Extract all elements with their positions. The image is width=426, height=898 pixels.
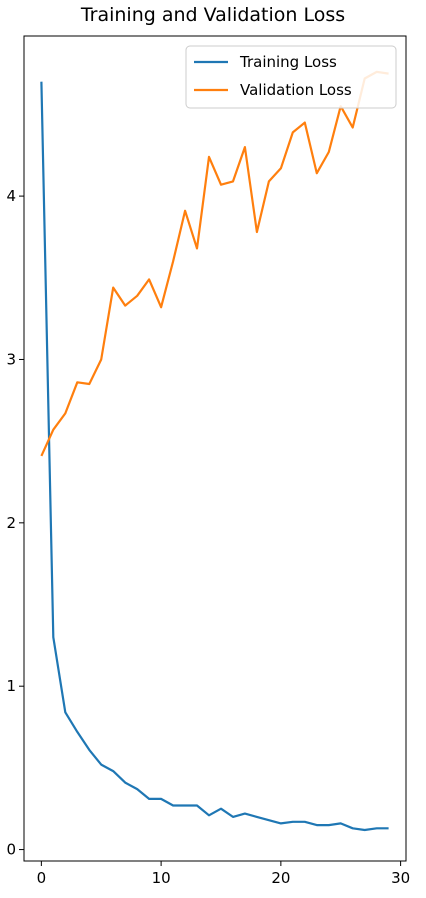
x-tick-label: 10 <box>152 869 171 887</box>
chart-title: Training and Validation Loss <box>80 4 346 26</box>
x-tick-label: 20 <box>271 869 290 887</box>
series-line-training-loss <box>40 81 389 832</box>
x-axis: 0 10 20 30 <box>37 861 410 887</box>
x-tick-label: 30 <box>391 869 410 887</box>
legend: Training Loss Validation Loss <box>185 45 397 109</box>
legend-label: Validation Loss <box>240 81 352 99</box>
y-tick-label: 1 <box>6 677 16 695</box>
series-lines <box>40 70 389 832</box>
y-tick-label: 0 <box>6 841 16 859</box>
y-tick-label: 2 <box>6 514 16 532</box>
legend-box <box>185 45 397 109</box>
legend-label: Training Loss <box>239 53 337 71</box>
series-line-validation-loss <box>40 70 389 457</box>
plot-area <box>23 35 407 862</box>
x-tick-label: 0 <box>37 869 47 887</box>
y-axis: 0 1 2 3 4 <box>6 187 24 859</box>
y-tick-label: 3 <box>6 350 16 368</box>
y-tick-label: 4 <box>6 187 16 205</box>
